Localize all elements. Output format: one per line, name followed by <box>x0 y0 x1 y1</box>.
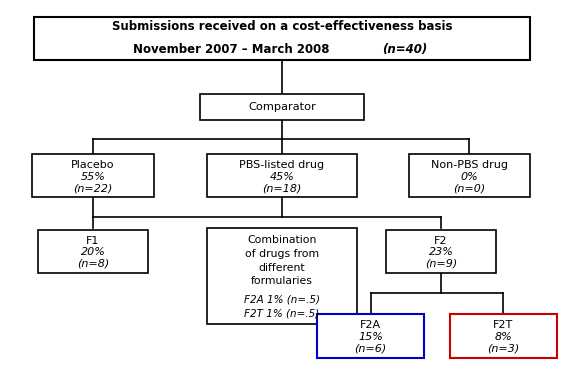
Bar <box>34 17 530 60</box>
Bar <box>208 154 357 197</box>
Text: 8%: 8% <box>494 332 512 342</box>
Text: Placebo: Placebo <box>71 160 115 170</box>
Bar <box>408 154 530 197</box>
Bar <box>38 230 148 273</box>
Text: (n=0): (n=0) <box>453 183 486 193</box>
Text: November 2007 – March 2008: November 2007 – March 2008 <box>133 43 333 56</box>
Text: Comparator: Comparator <box>248 102 316 112</box>
Text: Combination: Combination <box>247 235 317 245</box>
Text: (n=3): (n=3) <box>487 343 519 353</box>
Text: 23%: 23% <box>429 247 453 257</box>
Bar <box>450 314 557 358</box>
Text: 45%: 45% <box>270 172 294 182</box>
Text: of drugs from: of drugs from <box>245 249 319 259</box>
Text: (n=40): (n=40) <box>382 43 428 56</box>
Text: (n=6): (n=6) <box>354 343 387 353</box>
Text: Non-PBS drug: Non-PBS drug <box>431 160 508 170</box>
Text: PBS-listed drug: PBS-listed drug <box>240 160 324 170</box>
Bar <box>200 94 364 120</box>
Bar <box>33 154 153 197</box>
Text: formularies: formularies <box>251 276 313 286</box>
Text: 55%: 55% <box>81 172 105 182</box>
Bar <box>208 228 357 324</box>
Text: (n=8): (n=8) <box>77 259 109 269</box>
Text: F2T: F2T <box>493 320 513 330</box>
Bar <box>317 314 424 358</box>
Text: F2: F2 <box>434 236 448 246</box>
Text: 0%: 0% <box>460 172 478 182</box>
Text: F2T 1% (n=.5): F2T 1% (n=.5) <box>244 309 320 319</box>
Text: F2A 1% (n=.5): F2A 1% (n=.5) <box>244 295 320 305</box>
Text: F1: F1 <box>86 236 100 246</box>
Text: (n=22): (n=22) <box>73 183 113 193</box>
Text: F2A: F2A <box>360 320 381 330</box>
Text: (n=18): (n=18) <box>262 183 302 193</box>
Text: 20%: 20% <box>81 247 105 257</box>
Text: (n=9): (n=9) <box>425 259 457 269</box>
Bar <box>386 230 496 273</box>
Text: different: different <box>259 263 305 273</box>
Text: 15%: 15% <box>358 332 383 342</box>
Text: Submissions received on a cost-effectiveness basis: Submissions received on a cost-effective… <box>112 20 452 33</box>
